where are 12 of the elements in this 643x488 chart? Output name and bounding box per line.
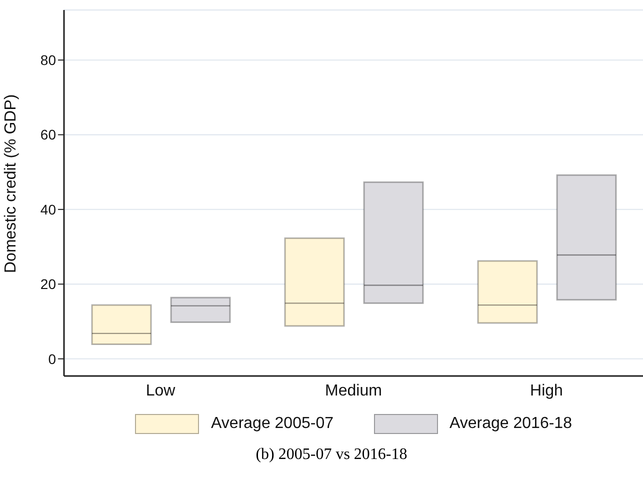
y-axis-title: Domestic credit (% GDP)	[2, 94, 20, 273]
x-tick-label: Low	[146, 382, 176, 400]
y-tick-label: 20	[40, 276, 56, 292]
legend-label: Average 2005-07	[211, 415, 334, 433]
y-tick-label: 0	[48, 350, 56, 367]
y-tick-label: 80	[40, 52, 56, 68]
x-tick-label: High	[530, 382, 563, 400]
text: (b) 2005-07 vs 2016-18	[254, 446, 408, 464]
y-tick-label: 60	[40, 126, 56, 143]
legend-label: Average 2016-18	[450, 415, 572, 433]
y-tick-label: 40	[40, 201, 56, 218]
x-tick-label: Medium	[325, 382, 382, 400]
